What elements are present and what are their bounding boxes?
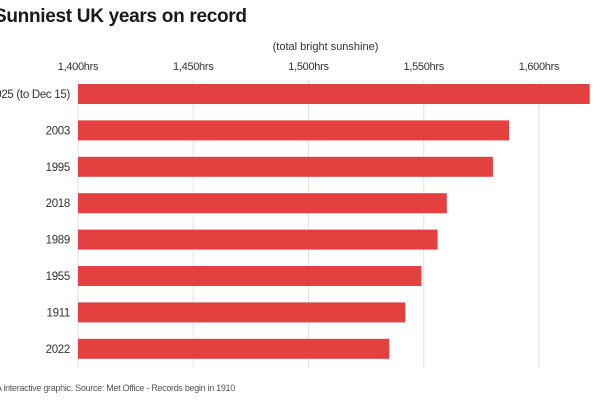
bar	[78, 302, 406, 323]
x-axis-label: (total bright sunshine)	[273, 41, 379, 53]
x-tick-label: 1,450hrs	[173, 61, 214, 73]
x-tick-label: 1,400hrs	[58, 61, 99, 73]
x-tick-label: 1,500hrs	[288, 61, 329, 73]
category-label: 2025 (to Dec 15)	[0, 89, 70, 101]
x-tick-label: 1,600hrs	[519, 61, 560, 73]
category-label: 2022	[46, 344, 70, 356]
bar	[78, 266, 422, 286]
category-label: 1989	[46, 235, 70, 247]
chart-title: Sunniest UK years on record	[0, 6, 247, 27]
bar	[78, 84, 590, 104]
category-label: 2003	[46, 125, 70, 137]
bar	[78, 338, 390, 359]
category-label: 2018	[46, 198, 70, 210]
bar	[78, 156, 493, 177]
bar	[78, 120, 510, 141]
x-tick-label: 1,550hrs	[404, 61, 445, 73]
bar	[78, 193, 447, 214]
category-label: 1911	[46, 307, 70, 319]
bar	[78, 229, 438, 250]
category-label: 1995	[46, 162, 70, 174]
category-label: 1955	[46, 271, 70, 283]
source-footer: A interactive graphic. Source: Met Offic…	[0, 383, 235, 393]
